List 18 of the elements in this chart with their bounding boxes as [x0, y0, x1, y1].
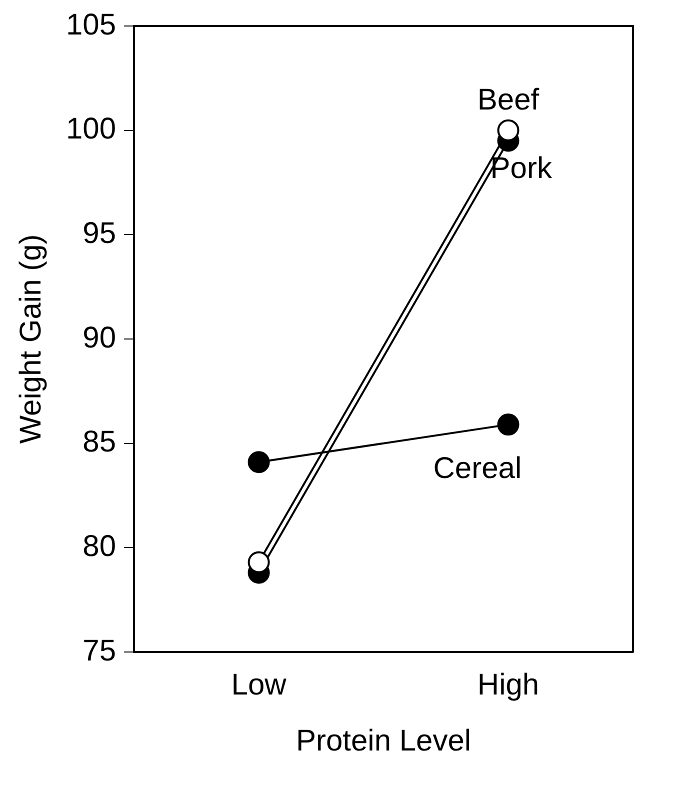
- y-tick-label: 75: [82, 634, 116, 668]
- y-tick-label: 100: [66, 112, 116, 146]
- point: [497, 414, 520, 436]
- series-label: Cereal: [433, 452, 522, 485]
- series-label: Pork: [490, 152, 553, 186]
- x-axis-title: Protein Level: [296, 724, 472, 758]
- point: [248, 451, 270, 474]
- y-tick-label: 80: [82, 530, 116, 563]
- y-tick-label: 105: [66, 8, 116, 42]
- x-tick-label: Low: [231, 668, 287, 702]
- y-tick-label: 95: [82, 216, 116, 250]
- y-tick-label: 90: [82, 321, 116, 354]
- x-tick-label: High: [477, 668, 540, 702]
- series-label: Beef: [477, 84, 540, 117]
- y-tick-label: 85: [82, 426, 116, 459]
- point: [497, 119, 520, 142]
- y-axis-title: Weight Gain (g): [14, 234, 48, 444]
- point: [248, 551, 270, 574]
